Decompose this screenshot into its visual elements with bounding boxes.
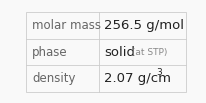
Text: phase: phase bbox=[32, 46, 68, 59]
Text: molar mass: molar mass bbox=[32, 19, 101, 32]
Text: (at STP): (at STP) bbox=[128, 47, 166, 57]
Text: solid: solid bbox=[104, 46, 135, 59]
Text: 256.5 g/mol: 256.5 g/mol bbox=[104, 19, 184, 32]
Text: 3: 3 bbox=[156, 68, 161, 77]
Text: 2.07 g/cm: 2.07 g/cm bbox=[104, 72, 171, 85]
Text: density: density bbox=[32, 72, 75, 85]
